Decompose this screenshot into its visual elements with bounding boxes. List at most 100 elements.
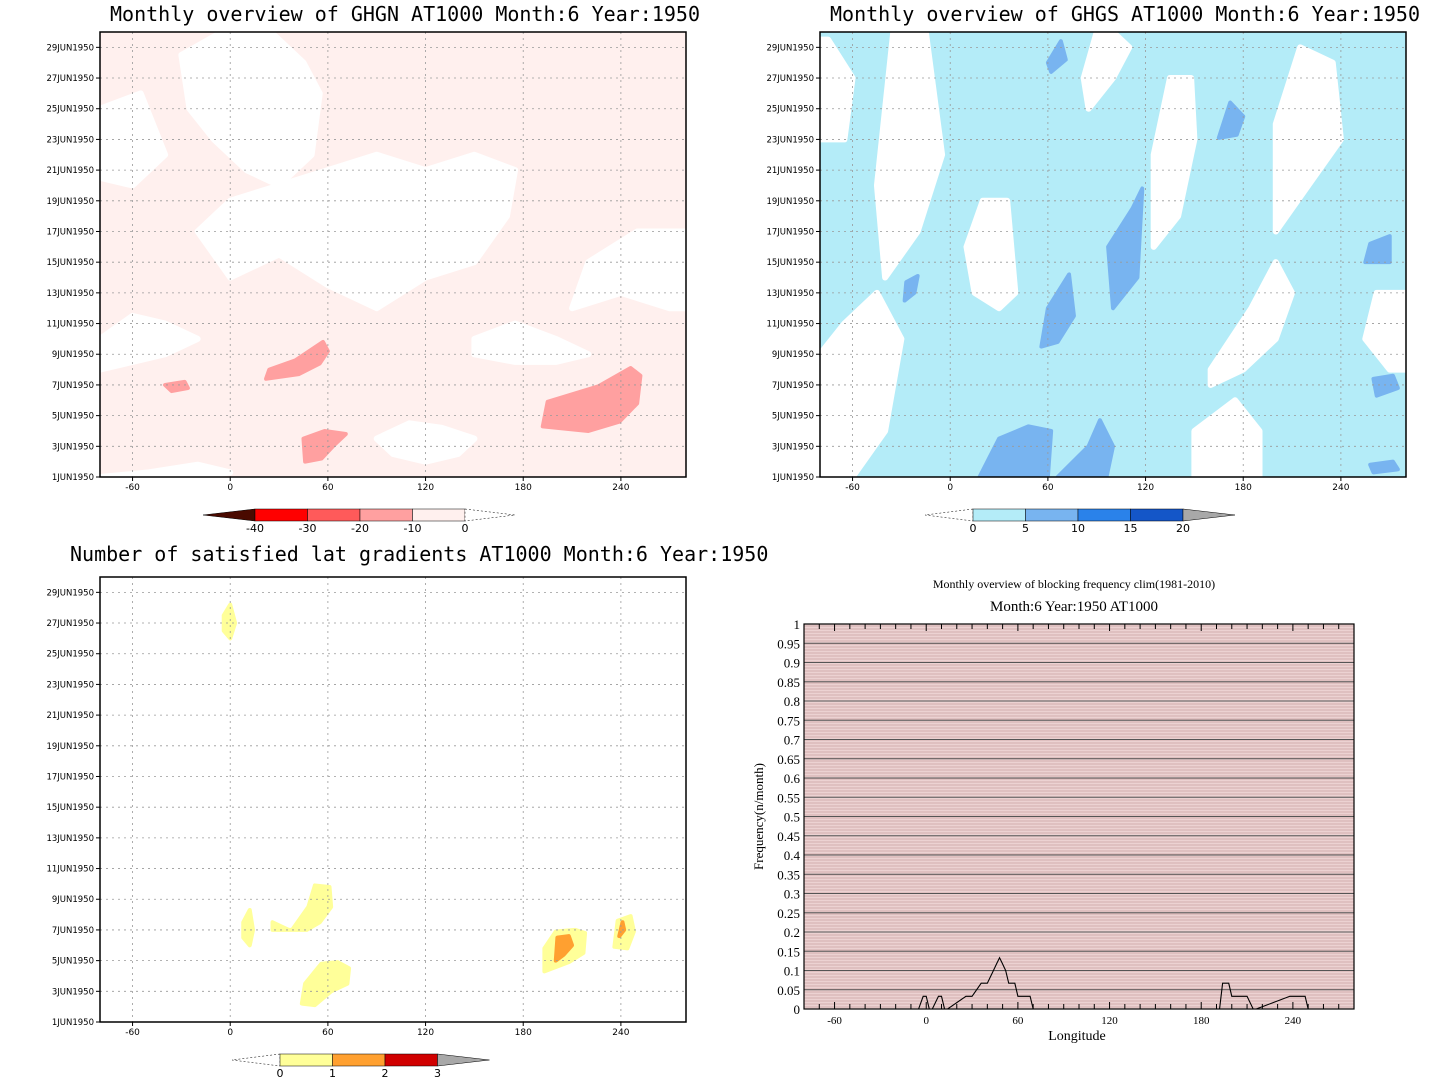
contour-region	[163, 379, 190, 394]
colorbar-label: -10	[404, 522, 422, 535]
colorbar-label: -20	[351, 522, 369, 535]
y-tick-label: 7JUN1950	[772, 381, 814, 391]
y-tick-label: 21JUN1950	[46, 166, 94, 176]
colorbar-segment	[1130, 508, 1184, 522]
y-tick-label: 21JUN1950	[766, 166, 814, 176]
colorbar-segment	[307, 508, 361, 522]
y-tick-label: 0	[794, 1002, 801, 1017]
y-tick-label: 0.55	[777, 790, 800, 805]
contour-region	[1371, 373, 1400, 398]
base-region	[569, 228, 686, 312]
colorbar-label: 0	[277, 1067, 284, 1080]
colorbar-arrow	[437, 1053, 490, 1067]
y-tick-label: 0.15	[777, 944, 800, 959]
x-tick-label: 120	[417, 483, 434, 493]
base-region	[1191, 397, 1263, 477]
y-tick-label: 0.65	[777, 752, 800, 767]
y-tick-label: 0.45	[777, 829, 800, 844]
colorbar-arrow	[464, 508, 516, 522]
x-tick-label: -60	[125, 1028, 140, 1038]
x-tick-label: -60	[125, 483, 140, 493]
contour-region	[299, 960, 352, 1008]
y-tick-label: 1JUN1950	[52, 1018, 94, 1028]
colorbar-segment	[254, 508, 308, 522]
y-tick-label: 11JUN1950	[46, 320, 94, 330]
y-tick-label: 17JUN1950	[46, 227, 94, 237]
colorbar-label: 5	[1022, 522, 1029, 535]
y-tick-label: 29JUN1950	[46, 588, 94, 598]
y-tick-label: 0.2	[784, 925, 800, 940]
chart1-title: Monthly overview of GHGN AT1000 Month:6 …	[110, 2, 701, 26]
base-region	[820, 289, 905, 477]
y-tick-label: 0.7	[784, 733, 801, 748]
base-region	[100, 90, 169, 189]
plot-frame	[99, 31, 687, 478]
contour-region	[1106, 186, 1145, 311]
contour-region	[617, 920, 627, 939]
x-tick-label: 180	[1193, 1015, 1210, 1027]
y-tick-label: 0.9	[784, 656, 800, 671]
x-axis-label: Longitude	[1048, 1029, 1106, 1044]
y-tick-label: 5JUN1950	[52, 412, 94, 422]
y-tick-label: 25JUN1950	[766, 105, 814, 115]
colorbar-segment	[1025, 508, 1079, 522]
x-tick-label: 0	[227, 483, 233, 493]
x-tick-label: 60	[1012, 1015, 1024, 1027]
contour-region	[553, 934, 575, 963]
x-tick-label: 180	[515, 1028, 532, 1038]
x-tick-label: 240	[1285, 1015, 1302, 1027]
y-tick-label: 15JUN1950	[46, 803, 94, 813]
base-region	[1080, 32, 1133, 112]
colorbar-label: 10	[1071, 522, 1085, 535]
y-tick-label: 13JUN1950	[46, 834, 94, 844]
y-tick-label: 27JUN1950	[46, 619, 94, 629]
y-tick-label: 5JUN1950	[52, 957, 94, 967]
contour-region	[241, 907, 256, 948]
x-tick-label: 120	[417, 1028, 434, 1038]
y-tick-label: 7JUN1950	[52, 926, 94, 936]
contour-region	[270, 883, 334, 932]
colorbar-segment	[972, 508, 1026, 522]
y-tick-label: 0.75	[777, 713, 800, 728]
colorbar-segment	[384, 1053, 438, 1067]
y-tick-label: 21JUN1950	[46, 711, 94, 721]
y-tick-label: 15JUN1950	[766, 258, 814, 268]
y-tick-label: 11JUN1950	[46, 865, 94, 875]
y-tick-label: 9JUN1950	[52, 350, 94, 360]
x-tick-label: 240	[612, 1028, 629, 1038]
y-tick-label: 1JUN1950	[772, 473, 814, 483]
contour-region	[977, 424, 1054, 477]
chart3-title: Number of satisfied lat gradients AT1000…	[70, 542, 769, 566]
x-tick-label: 0	[947, 483, 953, 493]
y-tick-label: 17JUN1950	[766, 227, 814, 237]
y-tick-label: 19JUN1950	[766, 197, 814, 207]
chart2-ghgs: -60 0 60 120 180 240 1JUN1950 3JUN1950 5JUN1950 7…	[766, 31, 1407, 535]
y-tick-label: 0.5	[784, 810, 800, 825]
base-region	[471, 320, 592, 365]
colorbar-segment	[332, 1053, 386, 1067]
y-tick-label: 0.3	[784, 887, 800, 902]
y-tick-label: 11JUN1950	[766, 320, 814, 330]
y-tick-label: 19JUN1950	[46, 197, 94, 207]
y-tick-label: 0.95	[777, 636, 800, 651]
y-tick-label: 0.8	[784, 694, 800, 709]
y-tick-label: 15JUN1950	[46, 258, 94, 268]
y-tick-label: 23JUN1950	[46, 135, 94, 145]
y-tick-label: 0.1	[784, 964, 800, 979]
x-tick-label: -60	[827, 1015, 842, 1027]
y-tick-label: 17JUN1950	[46, 772, 94, 782]
x-tick-label: -60	[845, 483, 860, 493]
x-tick-label: 240	[1332, 483, 1349, 493]
x-tick-label: 60	[322, 483, 334, 493]
contour-region	[902, 273, 920, 303]
colorbar-label: 0	[970, 522, 977, 535]
y-tick-label: 29JUN1950	[766, 43, 814, 53]
base-region	[100, 461, 234, 477]
x-tick-label: 60	[1042, 483, 1054, 493]
plot-background	[100, 577, 686, 1022]
y-tick-label: 25JUN1950	[46, 105, 94, 115]
colorbar-arrow	[231, 1053, 281, 1067]
chart4-subtitle: Month:6 Year:1950 AT1000	[990, 599, 1158, 615]
y-tick-label: 0.25	[777, 906, 800, 921]
base-region	[820, 36, 856, 143]
